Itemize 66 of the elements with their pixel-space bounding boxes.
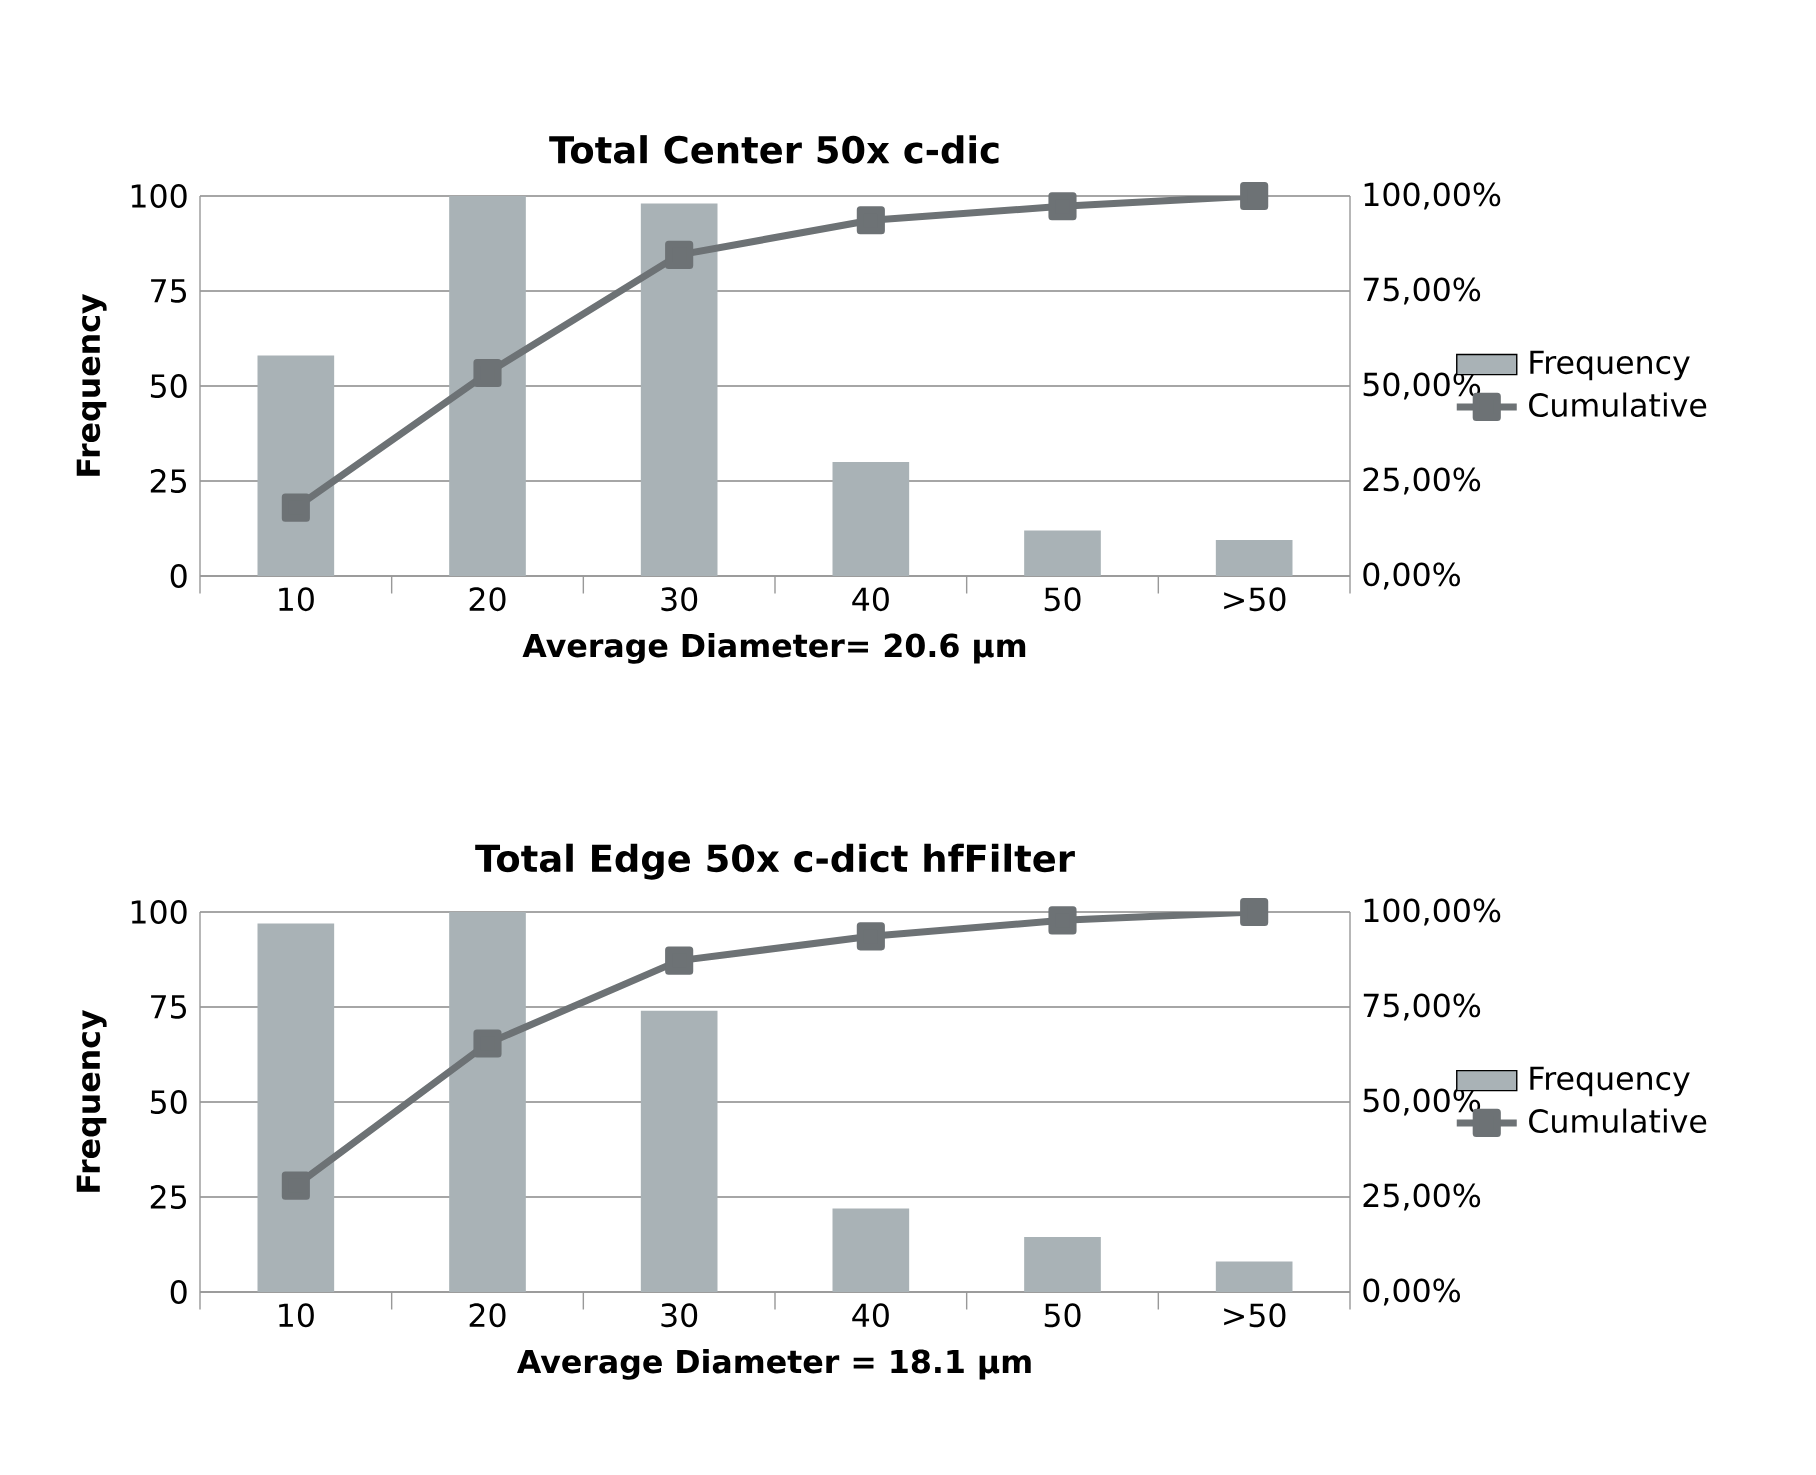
bar (640, 1010, 718, 1292)
y2-tick-label: 0,00% (1363, 1278, 1460, 1306)
legend-label: Frequency (1530, 1066, 1690, 1097)
point (473, 1029, 502, 1058)
point (473, 359, 502, 388)
point (665, 240, 694, 269)
bar (1024, 1236, 1101, 1292)
y-tick-label: 0 (170, 564, 187, 588)
point (1240, 181, 1269, 211)
x-axis-title: Average Diameter = 18.1 µm (517, 1348, 1031, 1380)
legend-label: Cumulative (1529, 392, 1707, 417)
y2-tick-label: 100,00% (1364, 182, 1501, 210)
legend-label: Frequency (1530, 350, 1690, 381)
x-tick-label: >50 (1224, 587, 1286, 612)
x-tick-label: 10 (279, 1303, 314, 1328)
bar (449, 912, 526, 1292)
bar (832, 461, 910, 576)
bar (449, 195, 526, 576)
bar (640, 203, 718, 576)
y2-tick-label: 25,00% (1363, 1183, 1481, 1211)
y-tick-label: 0 (170, 1280, 187, 1304)
point (281, 493, 310, 522)
legend-label: Cumulative (1529, 1108, 1707, 1134)
y2-tick-label: 75,00% (1363, 993, 1481, 1021)
x-tick-label: 20 (469, 587, 506, 612)
x-tick-label: 50 (1044, 587, 1081, 612)
point (1048, 906, 1077, 935)
y-tick-label: 75 (151, 279, 186, 303)
y-tick-label: 50 (150, 374, 187, 398)
y-tick-label: 75 (151, 995, 186, 1019)
chart-title: Total Edge 50x c-dict hfFilter (475, 843, 1075, 880)
point (856, 922, 885, 951)
y-tick-label: 100 (131, 900, 187, 924)
x-tick-label: 40 (852, 1303, 889, 1328)
bar (257, 923, 335, 1292)
x-tick-label: 10 (279, 587, 314, 612)
y2-tick-label: 75,00% (1363, 277, 1481, 305)
y2-tick-label: 50,00% (1363, 372, 1481, 400)
x-tick-label: 40 (852, 587, 889, 612)
y-axis-title: Frequency (76, 293, 107, 476)
bar (1024, 530, 1101, 576)
chart-title: Total Center 50x c-dic (549, 135, 999, 164)
x-tick-label: 30 (661, 1303, 698, 1328)
point (1048, 192, 1077, 221)
y2-tick-label: 25,00% (1363, 467, 1481, 495)
y-tick-label: 50 (150, 1090, 187, 1114)
y2-tick-label: 0,00% (1363, 562, 1460, 590)
point (665, 946, 694, 975)
bar (257, 355, 335, 576)
point (856, 206, 885, 235)
x-tick-label: 20 (469, 1303, 506, 1328)
y-tick-label: 100 (131, 184, 187, 208)
y-axis-title: Frequency (76, 1009, 107, 1192)
point (1240, 897, 1269, 927)
y2-tick-label: 100,00% (1364, 898, 1501, 926)
x-tick-label: 30 (661, 587, 698, 612)
y2-tick-label: 50,00% (1363, 1088, 1481, 1116)
x-tick-label: 50 (1044, 1303, 1081, 1328)
bar (832, 1208, 910, 1292)
x-tick-label: >50 (1224, 1303, 1286, 1328)
point (281, 1171, 310, 1200)
bar (1215, 539, 1293, 576)
x-axis-title: Average Diameter= 20.6 µm (522, 632, 1026, 664)
y-tick-label: 25 (150, 1185, 186, 1209)
y-tick-label: 25 (150, 469, 186, 493)
bar (1215, 1261, 1293, 1292)
